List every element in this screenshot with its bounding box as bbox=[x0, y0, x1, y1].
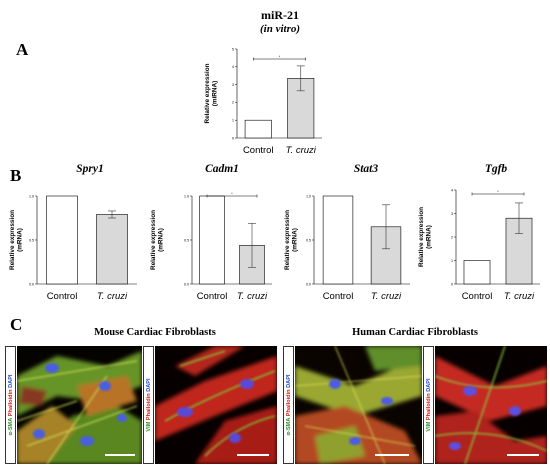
y-axis-label: Relative expression(mRNA) bbox=[284, 210, 299, 270]
category-label: Control bbox=[197, 291, 228, 302]
y-tick-label: 0.5 bbox=[29, 238, 34, 242]
category-label: Control bbox=[462, 291, 493, 302]
y-tick-label: 2 bbox=[232, 101, 234, 105]
bar-control bbox=[463, 260, 491, 285]
scale-bar bbox=[507, 454, 539, 456]
category-label: T. cruzi bbox=[371, 291, 402, 302]
y-tick-label: 0.0 bbox=[306, 282, 311, 286]
y-tick-label: 2 bbox=[451, 235, 453, 239]
chart-stat3: 0.0 0.5 1.0 Relative expression(mRNA) Contro… bbox=[284, 194, 410, 302]
micrograph-human-asma bbox=[295, 346, 422, 464]
mouse-fibroblasts-title: Mouse Cardiac Fibroblasts bbox=[94, 327, 216, 338]
category-label: Control bbox=[243, 145, 274, 156]
y-tick-label: 4 bbox=[232, 65, 234, 69]
stain-label-mouse-vim: VIM Phalloidin DAPI bbox=[143, 346, 154, 464]
y-tick-label: 1.0 bbox=[306, 194, 311, 198]
category-label: Control bbox=[323, 291, 354, 302]
stain-label-mouse-asma: α-SMA Phalloidin DAPI bbox=[5, 346, 16, 464]
stain-label-human-asma: α-SMA Phalloidin DAPI bbox=[283, 346, 294, 464]
y-axis-label: Relative expression(mRNA) bbox=[150, 210, 165, 270]
category-label: T. cruzi bbox=[237, 291, 268, 302]
y-tick-label: 4 bbox=[451, 188, 453, 192]
y-tick-label: 0.0 bbox=[184, 282, 189, 286]
category-label: Control bbox=[47, 291, 78, 302]
scale-bar bbox=[105, 454, 135, 456]
y-tick-label: 0.0 bbox=[29, 282, 34, 286]
y-tick-label: 0 bbox=[232, 136, 234, 140]
scale-bar bbox=[375, 454, 409, 456]
category-label: T. cruzi bbox=[286, 145, 317, 156]
category-label: T. cruzi bbox=[504, 291, 535, 302]
scale-bar bbox=[237, 454, 269, 456]
y-tick-label: 5 bbox=[232, 47, 234, 51]
bar-control bbox=[199, 195, 225, 285]
gene-spry1-title: Spry1 bbox=[76, 163, 104, 175]
human-fibroblasts-title: Human Cardiac Fibroblasts bbox=[352, 327, 478, 338]
micrograph-mouse-vim bbox=[155, 346, 277, 464]
y-tick-label: 1.0 bbox=[184, 194, 189, 198]
micrograph-mouse-asma bbox=[17, 346, 142, 464]
y-tick-label: 3 bbox=[451, 212, 453, 216]
panel-c-letter: C bbox=[10, 315, 23, 334]
y-tick-label: 1 bbox=[232, 119, 234, 123]
category-label: T. cruzi bbox=[97, 291, 128, 302]
panel-b-letter: B bbox=[10, 166, 22, 185]
chart-cadm1: 0.0 0.5 1.0 Relative expression(mRNA) Contro… bbox=[150, 192, 272, 302]
micrograph-human-vim bbox=[435, 346, 547, 464]
y-tick-label: 0.5 bbox=[184, 238, 189, 242]
significance-star: * bbox=[279, 55, 281, 59]
y-tick-label: 0.5 bbox=[306, 238, 311, 242]
significance-star: * bbox=[497, 190, 499, 194]
gene-tgfb-title: Tgfb bbox=[484, 163, 508, 175]
gene-cadm1-title: Cadm1 bbox=[205, 163, 239, 175]
bar-control bbox=[244, 119, 272, 139]
bar-control bbox=[322, 195, 354, 285]
bar-tcruzi bbox=[96, 214, 128, 285]
bar-control bbox=[46, 195, 78, 285]
chart-tgfb: 0 1 2 3 4 Relative expression(mRNA) Control T. … bbox=[418, 188, 540, 302]
y-axis-label: Relative expression(mRNA) bbox=[418, 207, 433, 267]
y-tick-label: 1 bbox=[451, 259, 453, 263]
chart-mir21: 0 1 2 3 4 5 Relative expression(miRNA) Control T… bbox=[204, 47, 322, 156]
significance-star: * bbox=[231, 192, 233, 196]
y-tick-label: 0 bbox=[451, 282, 453, 286]
y-tick-label: 1.0 bbox=[29, 194, 34, 198]
stain-label-human-vim: VIM Phalloidin DAPI bbox=[423, 346, 434, 464]
panel-a-letter: A bbox=[16, 40, 29, 59]
chart-spry1: 0.0 0.5 1.0 Relative expression(mRNA) Contro… bbox=[9, 194, 137, 302]
y-axis-label: Relative expression(mRNA) bbox=[9, 210, 24, 270]
panel-a-title: miR-21 bbox=[261, 8, 299, 22]
y-axis-label: Relative expression(miRNA) bbox=[204, 63, 219, 123]
gene-stat3-title: Stat3 bbox=[353, 163, 379, 175]
y-tick-label: 3 bbox=[232, 83, 234, 87]
panel-a-subtitle: (in vitro) bbox=[259, 23, 301, 35]
